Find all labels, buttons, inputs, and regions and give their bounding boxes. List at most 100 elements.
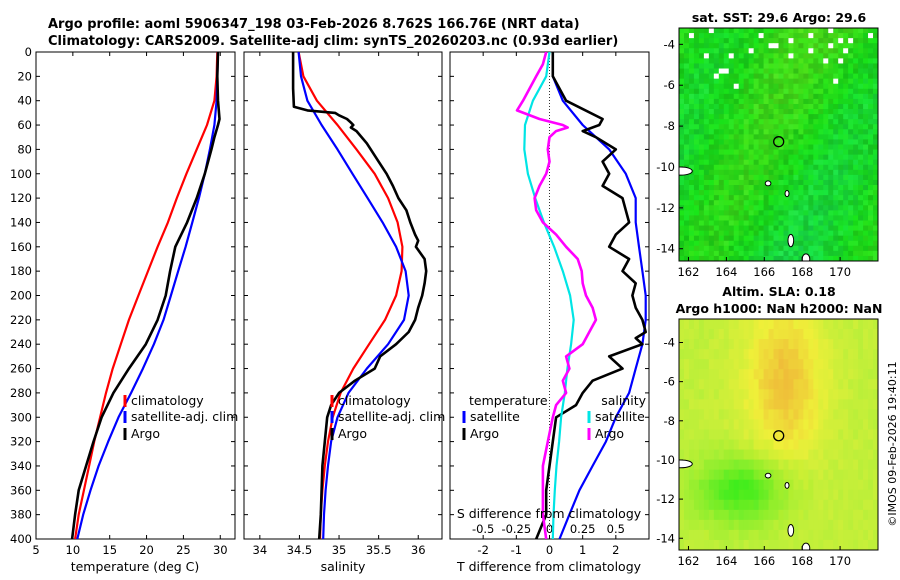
map-cell [863,139,869,145]
map-cell [843,349,849,360]
map-cell [793,103,799,110]
map-cell [713,149,720,156]
map-cell [808,114,814,120]
map-cell [848,459,854,471]
map-cell [768,73,774,80]
map-cell [698,149,705,156]
map-cell [853,154,859,161]
map-cell [758,369,764,380]
map-cell [818,529,824,541]
map-cell [803,169,809,176]
map-cell [698,58,705,64]
map-cell [679,33,685,39]
map-cell [818,129,824,135]
map-cell [783,529,789,541]
map-cell [733,329,740,340]
map-cell [688,519,695,531]
map-cell [818,154,824,161]
map-cell [858,235,864,242]
map-cell [838,53,844,59]
map-cell [743,63,750,69]
map-cell [758,235,764,242]
map-cell [778,159,784,166]
map-cell [693,195,700,201]
map-cell [733,43,740,49]
map-cell [828,63,834,69]
map-cell [723,349,730,360]
map-cell [778,114,784,120]
x-tick-label: 15 [102,543,117,557]
map-cell [873,154,878,161]
map-cell [803,195,809,201]
map-cell [828,185,834,191]
map-cell [733,319,740,330]
map-cell [763,230,769,237]
map-cell [743,149,750,156]
map-cell [763,379,769,390]
map-cell [843,429,849,440]
map-cell [758,83,764,90]
map-cell [683,93,690,100]
map-cell [848,179,854,186]
map-cell [803,93,809,100]
map-cell [708,38,715,44]
map-cell [733,68,740,74]
map-cell [833,78,839,85]
map-cell [818,63,824,69]
map-cell [778,319,784,330]
map-cell [679,409,685,420]
map-cell [773,83,779,90]
map-cell [743,185,750,191]
map-cell [818,205,824,211]
map-cell [693,215,700,221]
map-cell [858,389,864,400]
map-cell [693,255,700,261]
map-cell [833,439,839,450]
map-cell [698,329,705,340]
map-cell [833,529,839,541]
map-cell [758,225,764,232]
map-cell [813,93,819,100]
map-cell [693,93,700,100]
map-cell [818,235,824,242]
map-cell [863,519,869,531]
map-cell [718,349,725,360]
map-cell [748,329,755,340]
map-cell [753,164,760,171]
map-cell [778,129,784,135]
map-cell [828,479,834,491]
map-cell [708,459,715,471]
map-cell [758,179,764,186]
map-cell [738,250,745,257]
map-cell [813,190,819,196]
map-cell [828,499,834,511]
map-cell [858,83,864,90]
map-cell [683,119,690,125]
map-cell [808,489,814,501]
map-cell [823,215,829,221]
map-cell [848,210,854,216]
map-cell [703,68,710,74]
map-cell [683,399,690,410]
map-cell [718,83,725,90]
map-cell [698,98,705,105]
map-cell [788,319,794,330]
map-cell [798,230,804,237]
map-cell [703,195,710,201]
map-cell [688,220,695,226]
map-cell [718,225,725,232]
map-cell [738,389,745,400]
map-cell [803,449,809,461]
map-cell [748,190,755,196]
map-cell [783,134,789,140]
map-cell [773,190,779,196]
map-cell [688,429,695,440]
map-cell [693,164,700,171]
map-cell [798,63,804,69]
map-cell [848,103,854,110]
map-cell [803,439,809,450]
map-cell [708,349,715,360]
map-cell [773,439,779,450]
map-cell [853,489,859,501]
map-cell [683,38,690,44]
